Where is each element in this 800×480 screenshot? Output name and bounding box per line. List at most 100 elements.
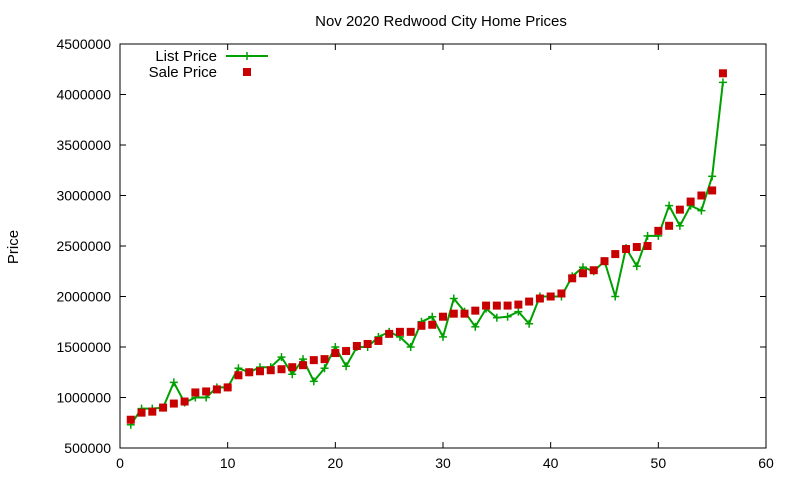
- sale-price-point: [202, 387, 211, 396]
- list-price-point: [632, 262, 641, 271]
- sale-price-point: [234, 371, 243, 380]
- y-tick-label: 3500000: [56, 137, 111, 153]
- list-price-point: [439, 332, 447, 341]
- sale-price-point: [578, 269, 587, 278]
- y-tick-label: 2500000: [56, 238, 111, 254]
- sale-price-point: [568, 274, 577, 283]
- list-price-point: [525, 319, 534, 328]
- list-price-point: [643, 231, 652, 240]
- sale-price-point: [643, 242, 652, 250]
- sale-price-point: [439, 312, 447, 321]
- y-tick-label: 3000000: [56, 188, 111, 204]
- list-price-point: [611, 292, 620, 301]
- sale-price-point: [665, 221, 674, 230]
- y-tick-label: 4500000: [56, 36, 111, 52]
- chart-title: Nov 2020 Redwood City Home Prices: [315, 13, 567, 30]
- sale-price-point: [708, 186, 717, 195]
- sale-price-point: [417, 321, 426, 330]
- sale-price-point: [557, 289, 566, 298]
- list-price-line: [129, 82, 724, 426]
- sale-price-point: [255, 367, 264, 376]
- x-tick-label: 20: [328, 455, 344, 471]
- sale-price-point: [309, 356, 318, 365]
- y-axis: 500000 1000000 1500000 2000000 2500000 300000…: [56, 36, 766, 456]
- sale-price-point: [363, 339, 372, 348]
- list-price-point: [428, 312, 437, 321]
- y-tick-label: 500000: [64, 440, 111, 456]
- list-price-point: [708, 172, 717, 181]
- sale-price-point: [449, 309, 458, 318]
- sale-price-point: [245, 368, 254, 377]
- sale-price-point: [611, 250, 620, 259]
- list-price-point: [697, 206, 706, 215]
- sale-price-point: [622, 245, 631, 254]
- sale-price-point: [342, 347, 351, 356]
- sale-price-point: [148, 407, 157, 416]
- list-price-point: [288, 370, 297, 379]
- sale-price-point: [212, 385, 221, 394]
- list-price-point: [277, 353, 286, 362]
- sale-price-point: [471, 306, 480, 315]
- list-price-point: [503, 312, 512, 321]
- list-price-point: [718, 78, 727, 87]
- sale-price-point: [525, 297, 534, 306]
- sale-price-point: [654, 226, 663, 235]
- sale-price-point: [385, 329, 394, 338]
- sale-price-point: [191, 388, 200, 397]
- legend-label-list-price: List Price: [155, 48, 217, 65]
- sale-price-point: [223, 383, 232, 392]
- x-tick-label: 10: [220, 455, 236, 471]
- x-tick-label: 40: [543, 455, 559, 471]
- list-price-point: [169, 378, 178, 387]
- x-tick-label: 60: [758, 455, 774, 471]
- sale-price-point: [718, 69, 727, 78]
- legend-square-marker: [243, 68, 251, 76]
- sale-price-point: [675, 205, 684, 214]
- list-price-point: [309, 377, 318, 386]
- sale-price-point: [331, 349, 340, 358]
- list-price-point: [320, 364, 329, 373]
- sale-price-point: [535, 294, 544, 303]
- sale-price-point: [697, 191, 706, 200]
- legend-label-sale-price: Sale Price: [149, 64, 217, 81]
- list-price-point: [471, 322, 480, 331]
- x-tick-label: 0: [116, 455, 124, 471]
- list-price-point: [342, 362, 351, 371]
- sale-price-point: [299, 361, 308, 370]
- list-price-point: [492, 313, 501, 322]
- sale-price-point: [546, 292, 555, 301]
- sale-price-point: [374, 336, 383, 345]
- sale-price-point: [492, 301, 501, 310]
- list-price-point: [449, 294, 458, 303]
- sale-price-point: [288, 363, 297, 372]
- legend-plus-marker: [243, 52, 251, 60]
- sale-price-point: [503, 301, 512, 310]
- x-axis: 0 10 20 30 40 50 60: [116, 44, 774, 471]
- sale-price-point: [406, 327, 415, 336]
- sale-price-point: [137, 408, 146, 417]
- series-layer: [126, 69, 727, 429]
- list-price-point: [514, 307, 523, 316]
- list-price-point: [406, 343, 415, 351]
- list-price-point: [675, 221, 684, 230]
- y-axis-label: Price: [5, 230, 22, 264]
- x-tick-label: 30: [435, 455, 451, 471]
- y-tick-label: 1500000: [56, 339, 111, 355]
- sale-price-point: [352, 341, 361, 350]
- sale-price-point: [514, 300, 523, 309]
- sale-price-point: [589, 266, 598, 275]
- y-tick-label: 1000000: [56, 390, 111, 406]
- list-price-point: [665, 201, 674, 210]
- sale-price-point: [632, 243, 641, 252]
- list-price-point: [234, 364, 243, 373]
- sale-price-point: [266, 366, 275, 375]
- sale-price-point: [180, 397, 189, 406]
- sale-price-point: [126, 415, 135, 424]
- sale-price-point: [686, 197, 695, 206]
- sale-price-point: [395, 327, 404, 336]
- sale-price-point: [159, 403, 168, 412]
- sale-price-point: [460, 309, 469, 318]
- y-tick-label: 4000000: [56, 87, 111, 103]
